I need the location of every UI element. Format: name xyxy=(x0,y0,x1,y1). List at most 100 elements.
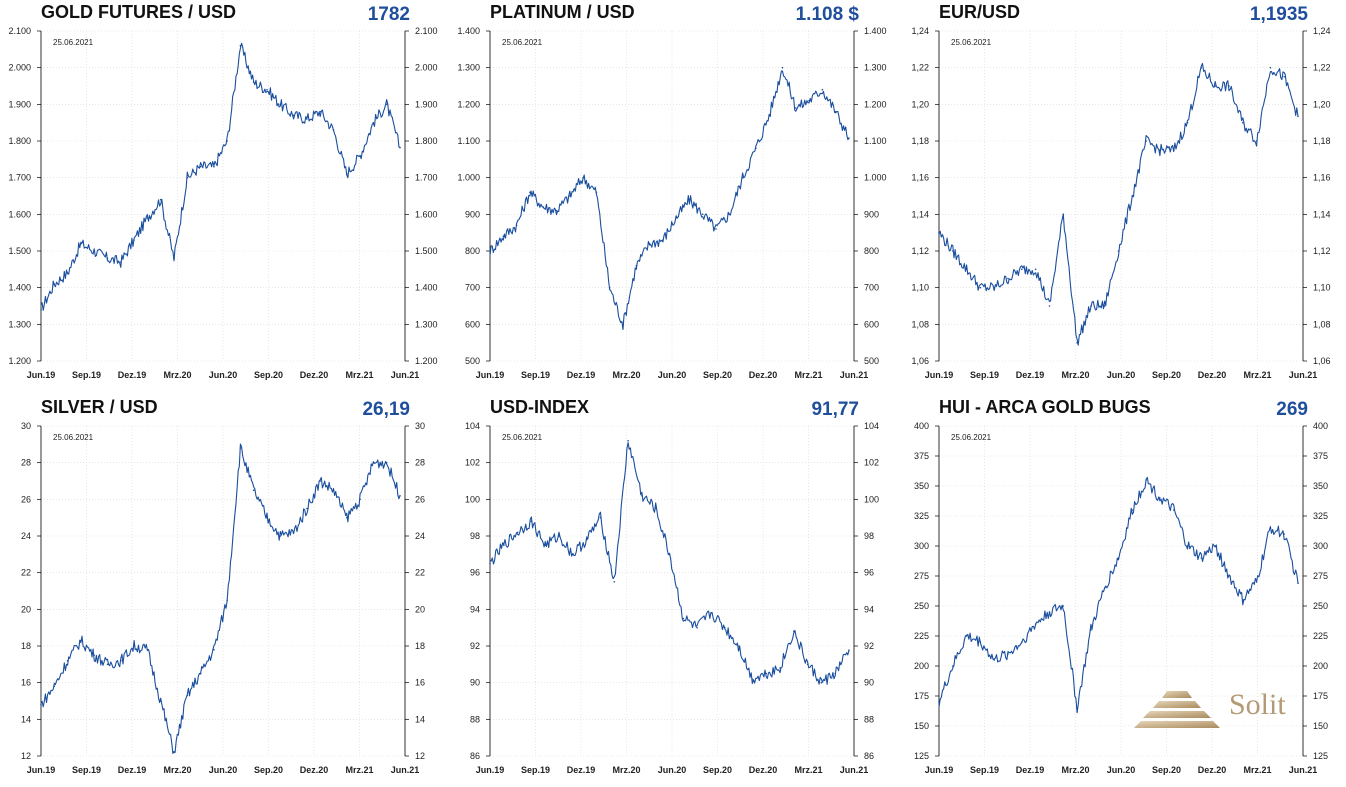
y-tick-label-right: 275 xyxy=(1313,571,1328,581)
data-point xyxy=(1255,581,1258,583)
x-tick-label: Jun.20 xyxy=(209,765,238,775)
y-tick-label: 1.700 xyxy=(8,173,31,183)
x-tick-label: Sep.19 xyxy=(72,765,101,775)
x-tick-label: Jun.19 xyxy=(27,370,56,380)
x-tick-label: Jun.20 xyxy=(658,765,687,775)
x-tick-label: Jun.19 xyxy=(27,765,56,775)
data-point xyxy=(654,507,657,510)
data-point xyxy=(1186,121,1189,124)
data-point xyxy=(728,213,731,216)
y-tick-label: 1.900 xyxy=(8,99,31,109)
data-point xyxy=(53,685,56,688)
data-point xyxy=(502,235,505,238)
data-point xyxy=(715,228,717,230)
y-tick-label-right: 1,18 xyxy=(1313,136,1331,146)
x-tick-label: Jun.19 xyxy=(925,765,954,775)
y-tick-label-right: 100 xyxy=(864,494,879,504)
data-point xyxy=(668,553,671,556)
data-point xyxy=(558,535,560,537)
y-tick-label: 2.000 xyxy=(8,63,31,73)
data-point xyxy=(765,672,767,675)
x-tick-label: Mrz.21 xyxy=(345,765,373,775)
line-chart: 2.100 2.100 2.000 2.000 1.900 1.900 1.800 1.800… xyxy=(8,26,438,380)
data-point xyxy=(582,176,584,179)
y-tick-label-right: 92 xyxy=(864,641,874,651)
chart-title: GOLD FUTURES / USD xyxy=(41,2,237,22)
data-point xyxy=(608,286,611,289)
y-tick-label: 700 xyxy=(465,283,480,293)
y-tick-label-right: 1,12 xyxy=(1313,246,1331,256)
data-point xyxy=(346,516,348,519)
y-tick-label: 90 xyxy=(470,678,480,688)
y-tick-label-right: 1.700 xyxy=(415,173,438,183)
data-point xyxy=(848,137,850,139)
data-point xyxy=(675,217,677,219)
data-point xyxy=(359,154,361,157)
y-tick-label: 175 xyxy=(914,691,929,701)
data-point xyxy=(834,672,836,675)
data-point xyxy=(1159,497,1161,499)
data-point xyxy=(806,663,809,666)
data-point xyxy=(120,659,122,662)
y-tick-label-right: 98 xyxy=(864,531,874,541)
data-point xyxy=(530,520,533,523)
x-tick-label: Jun.20 xyxy=(209,370,238,380)
y-tick-label-right: 1.300 xyxy=(415,319,438,329)
series-line xyxy=(938,476,1299,714)
data-point xyxy=(834,110,837,113)
y-tick-label: 1,08 xyxy=(911,319,929,329)
data-point xyxy=(585,538,588,541)
y-tick-label-right: 900 xyxy=(864,209,879,219)
x-tick-label: Jun.21 xyxy=(391,370,420,380)
x-tick-label: Dez.19 xyxy=(567,765,596,775)
data-point xyxy=(688,198,691,201)
data-point xyxy=(106,257,109,260)
data-point xyxy=(186,694,189,697)
y-tick-label: 1.400 xyxy=(457,26,480,36)
data-point xyxy=(737,645,740,647)
y-tick-label-right: 104 xyxy=(864,421,879,431)
data-point xyxy=(1283,76,1285,78)
y-tick-label-right: 24 xyxy=(415,531,425,541)
y-tick-label-right: 96 xyxy=(864,568,874,578)
y-tick-label-right: 12 xyxy=(415,751,425,761)
data-point xyxy=(979,286,982,289)
data-point xyxy=(993,286,995,289)
data-point xyxy=(569,195,571,197)
data-point xyxy=(1131,195,1134,197)
y-tick-label-right: 1.500 xyxy=(415,246,438,256)
data-point xyxy=(1021,268,1023,271)
data-point xyxy=(80,242,82,245)
data-point xyxy=(53,283,56,285)
y-tick-label-right: 102 xyxy=(864,458,879,468)
y-tick-label: 350 xyxy=(914,481,929,491)
series-line xyxy=(938,62,1299,346)
x-tick-label: Mrz.21 xyxy=(345,370,373,380)
x-tick-label: Sep.20 xyxy=(1152,370,1181,380)
y-tick-label: 98 xyxy=(470,531,480,541)
solit-logo-text: Solit xyxy=(1229,688,1286,721)
y-tick-label: 1.000 xyxy=(457,173,480,183)
y-tick-label-right: 20 xyxy=(415,604,425,614)
data-point xyxy=(1297,582,1299,584)
y-tick-label-right: 16 xyxy=(415,678,425,688)
y-tick-label: 14 xyxy=(21,714,31,724)
chart-title: PLATINUM / USD xyxy=(490,2,635,22)
data-point xyxy=(1034,268,1037,271)
data-point xyxy=(572,553,574,556)
data-point xyxy=(319,110,322,113)
data-point xyxy=(696,626,698,629)
data-point xyxy=(1200,557,1203,559)
data-point xyxy=(641,494,643,497)
chart-panel: 1.400 1.400 1.300 1.300 1.200 1.200 1.100 1.100… xyxy=(449,0,898,392)
data-point xyxy=(332,129,335,131)
data-point xyxy=(1021,641,1023,643)
data-point xyxy=(399,146,401,149)
chart-panel: 2.100 2.100 2.000 2.000 1.900 1.900 1.800 1.800… xyxy=(0,0,449,392)
y-tick-label-right: 1.400 xyxy=(415,283,438,293)
data-point xyxy=(1269,66,1272,69)
data-point xyxy=(146,217,149,219)
y-tick-label: 1,20 xyxy=(911,99,929,109)
y-tick-label-right: 1,08 xyxy=(1313,319,1331,329)
data-point xyxy=(346,173,348,175)
